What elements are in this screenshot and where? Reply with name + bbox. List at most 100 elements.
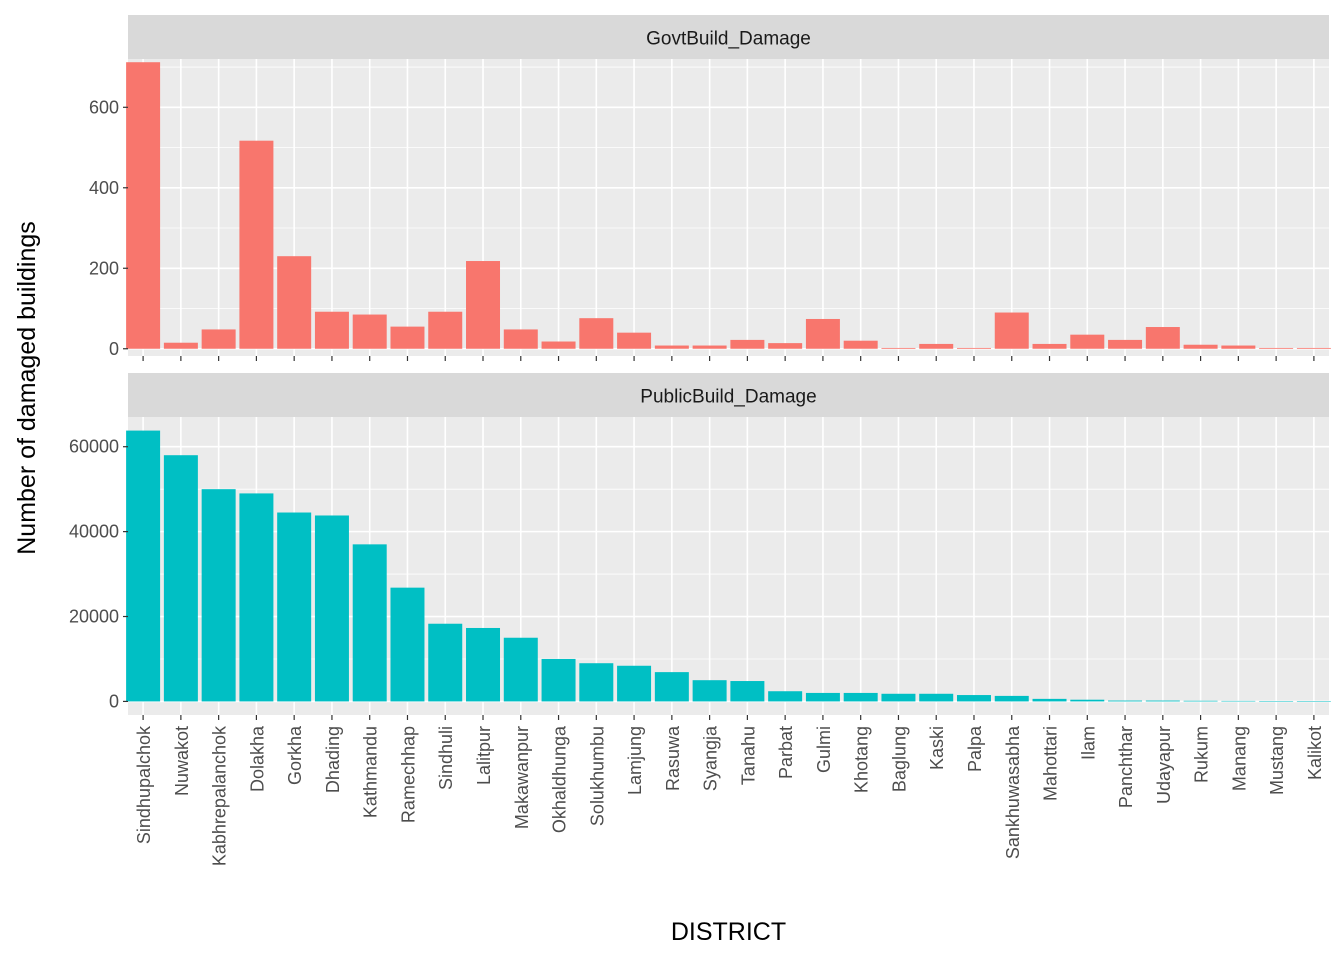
bar-sankhuwasabha [994,695,1029,702]
strip-background [128,15,1329,59]
x-tick-label-dhading: Dhading [323,726,343,793]
bar-dhading [314,515,349,702]
y-tick-label: 200 [89,258,119,278]
bar-rasuwa [654,345,689,349]
x-tick-label-tanahu: Tanahu [738,726,758,785]
y-tick-label: 0 [109,691,119,711]
x-tick-label-panchthar: Panchthar [1116,726,1136,808]
x-tick-label-kathmandu: Kathmandu [361,726,381,818]
panel-bars [126,62,1331,349]
bar-okhaldhunga [541,658,576,702]
x-tick-label-lamjung: Lamjung [625,726,645,795]
bar-kalikot [1296,701,1331,702]
bar-ilam [1070,699,1105,702]
panel-grid [128,59,1329,356]
y-tick-label: 20000 [69,607,119,627]
x-tick-label-dolakha: Dolakha [247,725,267,792]
bar-ramechhap [390,326,425,349]
x-tick-label-sindhupalchok: Sindhupalchok [134,725,154,844]
strip-label-public: PublicBuild_Damage [640,387,816,408]
bar-lalitpur [466,627,501,702]
bar-solukhumbu [579,318,614,349]
bar-manang [1221,700,1256,702]
bar-gulmi [805,692,840,702]
x-tick-label-okhaldhunga: Okhaldhunga [550,725,570,833]
bar-syangja [692,345,727,349]
bar-panchthar [1108,339,1143,349]
bar-kathmandu [352,544,387,702]
bar-parbat [768,343,803,349]
x-tick-label-sindhuli: Sindhuli [436,726,456,790]
bar-parbat [768,691,803,702]
bar-nuwakot [163,342,198,349]
x-tick-label-nuwakot: Nuwakot [172,726,192,796]
x-tick-label-khotang: Khotang [852,726,872,793]
bar-sindhuli [428,311,463,349]
y-tick-label: 0 [109,339,119,359]
bar-khotang [843,340,878,349]
x-tick-label-solukhumbu: Solukhumbu [587,726,607,826]
x-tick-label-gorkha: Gorkha [285,725,305,785]
bar-mustang [1259,700,1294,702]
x-tick-label-mustang: Mustang [1267,726,1287,795]
bar-gorkha [277,512,312,702]
panel-background [128,59,1329,356]
bar-kaski [919,693,954,702]
x-tick-label-rukum: Rukum [1192,726,1212,783]
x-tick-label-kaski: Kaski [927,726,947,770]
x-tick-label-parbat: Parbat [776,726,796,779]
bar-palpa [956,347,991,349]
y-tick-label: 60000 [69,437,119,457]
bar-gorkha [277,256,312,349]
bar-panchthar [1108,700,1143,702]
bar-mahottari [1032,343,1067,349]
bar-palpa [956,695,991,702]
y-tick-label: 40000 [69,522,119,542]
bar-mahottari [1032,698,1067,702]
bar-udayapur [1145,327,1180,349]
bar-kaski [919,343,954,349]
bar-dhading [314,311,349,349]
x-tick-label-udayapur: Udayapur [1154,726,1174,804]
x-tick-label-kalikot: Kalikot [1305,726,1325,780]
bar-nuwakot [163,455,198,702]
x-tick-label-palpa: Palpa [965,725,985,772]
bar-lalitpur [466,261,501,349]
bar-sindhupalchok [126,430,161,702]
bar-dolakha [239,493,274,702]
bar-mustang [1259,347,1294,349]
bar-tanahu [730,339,765,349]
bar-makawanpur [503,637,538,702]
bar-kathmandu [352,314,387,349]
x-tick-label-baglung: Baglung [890,726,910,792]
bar-solukhumbu [579,663,614,702]
x-tick-label-ramechhap: Ramechhap [399,726,419,823]
bar-rukum [1183,344,1218,349]
y-tick-label: 600 [89,97,119,117]
bar-baglung [881,347,916,349]
x-tick-label-rasuwa: Rasuwa [663,725,683,791]
x-tick-label-gulmi: Gulmi [814,726,834,773]
x-axis-category-labels: Sindhupalchok Nuwakot Kabhrepalanchok Dolak… [134,725,1325,866]
bar-kabhrepalanchok [201,489,236,702]
x-axis-ticks [142,356,1315,361]
bar-lamjung [617,665,652,702]
bar-tanahu [730,681,765,702]
x-tick-label-mahottari: Mahottari [1041,726,1061,801]
bar-khotang [843,692,878,702]
bar-dolakha [239,140,274,349]
bar-okhaldhunga [541,341,576,349]
bar-ramechhap [390,587,425,702]
bar-baglung [881,693,916,702]
y-axis-ticks: 0 20000 40000 60000 [69,437,128,711]
bar-udayapur [1145,700,1180,702]
x-tick-label-sankhuwasabha: Sankhuwasabha [1003,725,1023,859]
x-tick-label-makawanpur: Makawanpur [512,726,532,829]
strip-label-govt: GovtBuild_Damage [646,29,811,50]
x-tick-label-manang: Manang [1229,726,1249,791]
bar-lamjung [617,332,652,349]
bar-rasuwa [654,672,689,702]
facet-public-build-damage: PublicBuild_Damage 0 20000 40000 60000 [69,373,1331,720]
bar-rukum [1183,700,1218,702]
facet-govt-build-damage: GovtBuild_Damage 0 200 400 600 [89,15,1331,361]
